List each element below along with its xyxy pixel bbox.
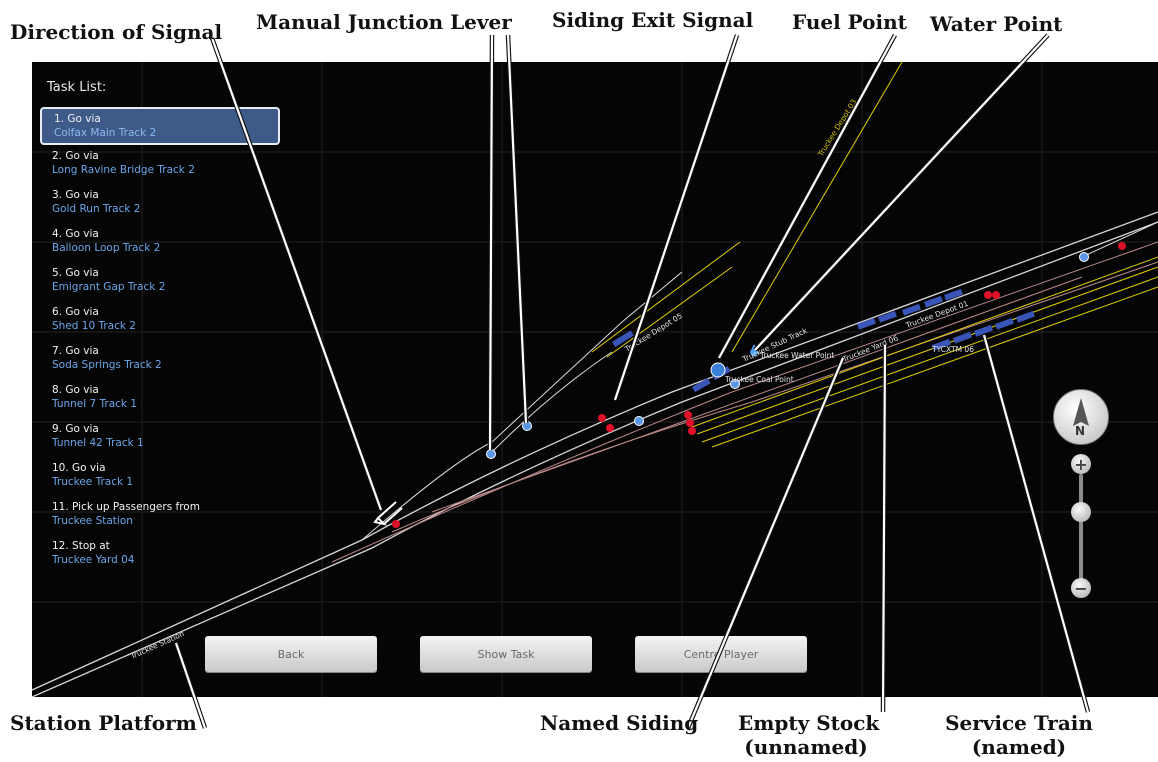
- task-action: 4. Go via: [52, 228, 99, 240]
- show-task-button[interactable]: Show Task: [420, 636, 592, 672]
- task-item[interactable]: 4. Go via Balloon Loop Track 2: [40, 224, 280, 256]
- task-target-link[interactable]: Truckee Track 1: [52, 476, 134, 488]
- task-action: 10. Go via: [52, 462, 106, 474]
- callout-station-platform: Station Platform: [10, 711, 197, 735]
- compass-button[interactable]: N: [1053, 389, 1109, 445]
- task-action: 2. Go via: [52, 150, 99, 162]
- task-target-link[interactable]: Balloon Loop Track 2: [52, 242, 161, 254]
- zoom-slider-handle[interactable]: [1071, 502, 1091, 522]
- task-item[interactable]: 5. Go via Emigrant Gap Track 2: [40, 263, 280, 295]
- compass-letter: N: [1075, 424, 1086, 438]
- callout-empty-stock: Empty Stock (unnamed): [738, 711, 880, 759]
- callout-siding-exit-signal: Siding Exit Signal: [552, 8, 754, 32]
- main-tracks: [32, 211, 1158, 697]
- callout-service-train: Service Train (named): [944, 711, 1094, 759]
- zoom-in-button[interactable]: +: [1071, 454, 1091, 474]
- task-action: 11. Pick up Passengers from: [52, 501, 200, 513]
- back-button[interactable]: Back: [205, 636, 377, 672]
- callout-service-train-line2: (named): [971, 735, 1067, 759]
- task-item[interactable]: 2. Go via Long Ravine Bridge Track 2: [40, 146, 280, 178]
- callout-empty-stock-line1: Empty Stock: [738, 711, 880, 735]
- task-action: 7. Go via: [52, 345, 99, 357]
- zoom-out-button[interactable]: −: [1071, 578, 1091, 598]
- direction-arrow-icon: [373, 501, 403, 526]
- task-item[interactable]: 11. Pick up Passengers from Truckee Stati…: [40, 497, 280, 529]
- task-item[interactable]: 7. Go via Soda Springs Track 2: [40, 341, 280, 373]
- task-action: 5. Go via: [52, 267, 99, 279]
- yard-tracks: [331, 241, 1158, 563]
- callout-named-siding: Named Siding: [540, 711, 699, 735]
- task-item[interactable]: 1. Go via Colfax Main Track 2: [40, 107, 280, 145]
- label-yard06: Truckee Yard 06: [840, 333, 899, 364]
- task-item[interactable]: 8. Go via Tunnel 7 Track 1: [40, 380, 280, 412]
- task-target-link[interactable]: Emigrant Gap Track 2: [52, 281, 166, 293]
- task-item[interactable]: 9. Go via Tunnel 42 Track 1: [40, 419, 280, 451]
- callout-direction-of-signal: Direction of Signal: [10, 20, 223, 44]
- task-target-link[interactable]: Shed 10 Track 2: [52, 320, 136, 332]
- callout-water-point: Water Point: [930, 12, 1063, 36]
- task-item[interactable]: 12. Stop at Truckee Yard 04: [40, 536, 280, 568]
- label-coal: Truckee Coal Point: [724, 375, 794, 384]
- signal-dot: [392, 520, 400, 528]
- task-action: 9. Go via: [52, 423, 99, 435]
- task-action: 3. Go via: [52, 189, 99, 201]
- task-target-link[interactable]: Truckee Station: [52, 515, 133, 527]
- label-depot03: Truckee Depot 03: [816, 97, 859, 159]
- task-target-link[interactable]: Soda Springs Track 2: [52, 359, 162, 371]
- task-action: 1. Go via: [54, 113, 101, 125]
- map-viewport[interactable]: Truckee Station Truckee Depot 03 Truckee…: [32, 62, 1158, 697]
- callout-service-train-line1: Service Train: [945, 711, 1093, 735]
- task-item[interactable]: 6. Go via Shed 10 Track 2: [40, 302, 280, 334]
- callout-manual-junction-lever: Manual Junction Lever: [256, 10, 512, 34]
- task-target-link[interactable]: Colfax Main Track 2: [54, 127, 157, 139]
- task-target-link[interactable]: Gold Run Track 2: [52, 203, 141, 215]
- label-water: Truckee Water Point: [759, 351, 834, 360]
- task-action: 8. Go via: [52, 384, 99, 396]
- task-target-link[interactable]: Tunnel 42 Track 1: [52, 437, 144, 449]
- task-target-link[interactable]: Long Ravine Bridge Track 2: [52, 164, 195, 176]
- centre-player-button[interactable]: Centre Player: [635, 636, 807, 672]
- task-list-title: Task List:: [47, 80, 107, 95]
- callout-fuel-point: Fuel Point: [792, 10, 907, 34]
- task-target-link[interactable]: Truckee Yard 04: [52, 554, 135, 566]
- task-action: 6. Go via: [52, 306, 99, 318]
- label-train: TYCXTM 06: [931, 345, 974, 354]
- task-item[interactable]: 3. Go via Gold Run Track 2: [40, 185, 280, 217]
- zoom-slider-track[interactable]: [1079, 474, 1083, 586]
- task-target-link[interactable]: Tunnel 7 Track 1: [52, 398, 138, 410]
- task-item[interactable]: 10. Go via Truckee Track 1: [40, 458, 280, 490]
- task-list: 1. Go via Colfax Main Track 2 2. Go via Lon…: [40, 107, 280, 575]
- task-action: 12. Stop at: [52, 540, 110, 552]
- fuel-point-icon: [710, 362, 726, 378]
- callout-empty-stock-line2: (unnamed): [744, 735, 868, 759]
